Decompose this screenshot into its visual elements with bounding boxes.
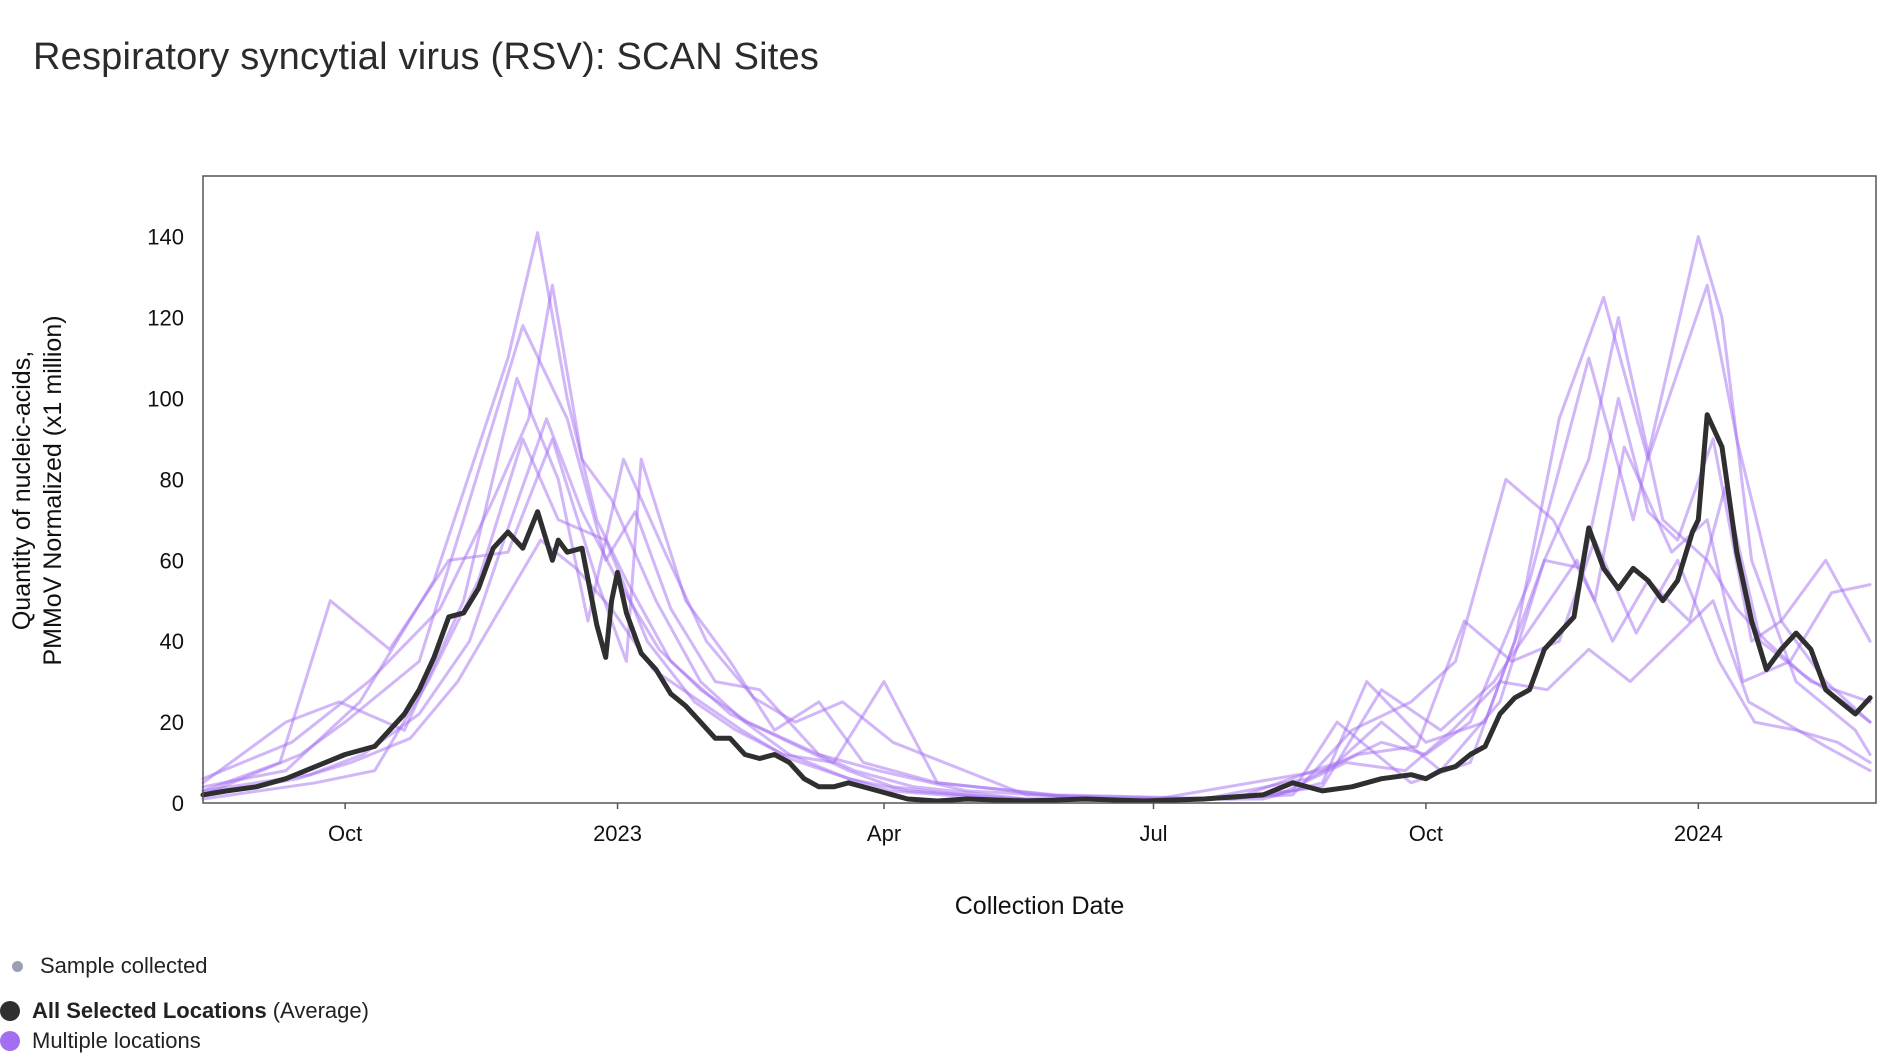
average-dot-icon bbox=[0, 1001, 20, 1021]
page-title: Respiratory syncytial virus (RSV): SCAN … bbox=[33, 36, 820, 78]
series-line-location-4[interactable] bbox=[201, 376, 1872, 801]
y-tick-label: 0 bbox=[172, 791, 184, 816]
legend-multiple-locations[interactable]: Multiple locations bbox=[0, 1028, 201, 1054]
x-tick-label: Oct bbox=[1409, 821, 1443, 846]
x-tick-label: Jul bbox=[1139, 821, 1167, 846]
legend-sample-label: Sample collected bbox=[40, 953, 208, 978]
legend-average-label: All Selected Locations bbox=[32, 998, 267, 1023]
x-axis-label: Collection Date bbox=[955, 892, 1125, 920]
sample-dot-icon bbox=[12, 960, 23, 972]
legend-sample-collected: Sample collected bbox=[0, 953, 208, 979]
x-tick-label: Apr bbox=[867, 821, 901, 846]
legend-multiple-label: Multiple locations bbox=[32, 1028, 201, 1053]
y-tick-label: 60 bbox=[160, 548, 184, 573]
y-tick-label: 100 bbox=[147, 386, 184, 411]
y-axis-label-line-1: Quantity of nucleic-acids, bbox=[8, 351, 36, 630]
legend-average[interactable]: All Selected Locations (Average) bbox=[0, 998, 369, 1024]
x-tick-label: 2023 bbox=[593, 821, 642, 846]
y-tick-label: 20 bbox=[160, 710, 184, 735]
y-tick-label: 80 bbox=[160, 467, 184, 492]
locations-dot-icon bbox=[0, 1031, 20, 1051]
x-axis: Oct 2023 Apr Jul Oct 2024 bbox=[328, 803, 1723, 846]
y-axis: 0 20 40 60 80 100 120 140 bbox=[147, 225, 184, 816]
series-line-average[interactable] bbox=[200, 412, 1873, 804]
y-tick-label: 120 bbox=[147, 306, 184, 331]
x-tick-label: Oct bbox=[328, 821, 362, 846]
series-line-location-5[interactable] bbox=[201, 437, 1872, 801]
series-line-location-3[interactable] bbox=[201, 324, 1872, 801]
series-line-location-1[interactable] bbox=[201, 283, 1872, 801]
y-tick-label: 40 bbox=[160, 629, 184, 654]
y-axis-label-line-2: PMMoV Normalized (x1 million) bbox=[39, 315, 67, 665]
y-tick-label: 140 bbox=[147, 225, 184, 250]
series-line-location-0[interactable] bbox=[201, 231, 1872, 803]
plot-frame bbox=[202, 175, 1877, 804]
series-layer bbox=[200, 231, 1873, 804]
legend-average-suffix: (Average) bbox=[272, 998, 369, 1023]
x-tick-label: 2024 bbox=[1674, 821, 1723, 846]
